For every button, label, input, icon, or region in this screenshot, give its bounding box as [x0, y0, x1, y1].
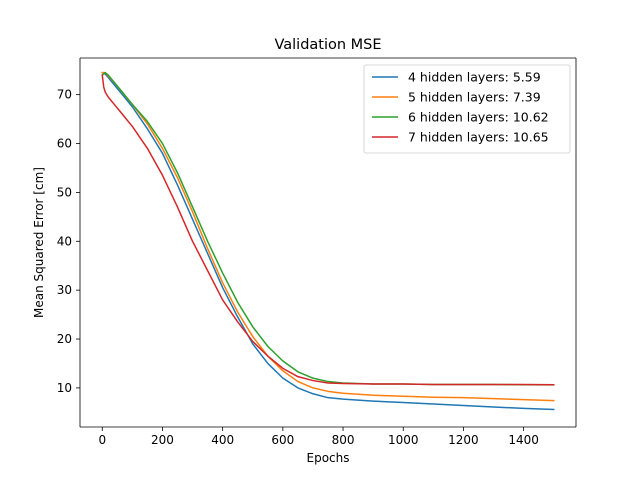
legend-label-4: 7 hidden layers: 10.65: [408, 130, 549, 145]
x-tick-label: 600: [271, 433, 294, 447]
x-tick-label: 1000: [388, 433, 419, 447]
legend-label-2: 5 hidden layers: 7.39: [408, 90, 541, 105]
x-tick-label: 800: [332, 433, 355, 447]
y-tick-label: 10: [57, 381, 72, 395]
y-tick-label: 20: [57, 332, 72, 346]
chart-title: Validation MSE: [274, 37, 381, 53]
x-tick-label: 400: [211, 433, 234, 447]
x-tick-label: 1400: [508, 433, 539, 447]
y-tick-label: 60: [57, 137, 72, 151]
y-tick-label: 30: [57, 283, 72, 297]
y-tick-label: 50: [57, 185, 72, 199]
legend-label-3: 6 hidden layers: 10.62: [408, 110, 549, 125]
legend-label-1: 4 hidden layers: 5.59: [408, 70, 541, 85]
x-tick-label: 1200: [448, 433, 479, 447]
x-tick-label: 200: [151, 433, 174, 447]
x-axis-label: Epochs: [307, 451, 350, 465]
y-tick-label: 40: [57, 234, 72, 248]
series-line-4: [101, 74, 555, 386]
y-tick-label: 70: [57, 88, 72, 102]
legend-box: [363, 64, 571, 154]
legend: 4 hidden layers: 5.59 5 hidden layers: 7.…: [363, 64, 571, 154]
x-tick-label: 0: [98, 433, 106, 447]
y-axis-label: Mean Squared Error [cm]: [32, 167, 46, 318]
